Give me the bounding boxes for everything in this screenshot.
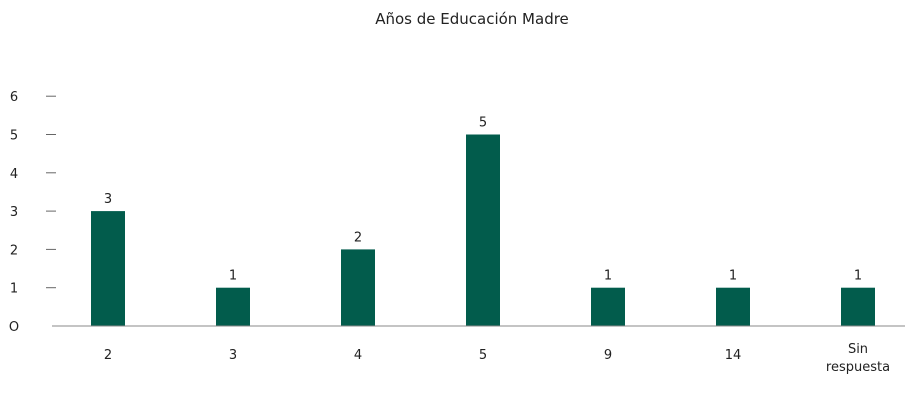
data-label: 1 (604, 269, 612, 284)
data-label: 5 (479, 116, 487, 131)
data-label: 1 (229, 269, 237, 284)
x-tick-label: 3 (229, 348, 237, 363)
x-tick-label: 5 (479, 348, 487, 363)
y-tick-label: 5 (10, 129, 18, 144)
chart-title: Años de Educación Madre (375, 10, 569, 28)
x-tick-label: 9 (604, 348, 612, 363)
x-tick-label: 2 (104, 348, 112, 363)
bar (91, 211, 125, 326)
bar (841, 287, 875, 326)
data-label: 1 (854, 269, 862, 284)
bars-group (91, 134, 875, 326)
data-label: 1 (729, 269, 737, 284)
y-tick-label: O (9, 320, 19, 335)
bar (466, 134, 500, 326)
bar (216, 287, 250, 326)
x-axis: 2 3 4 5 9 14 Sin respuesta (52, 325, 905, 375)
x-tick-label: 4 (354, 348, 362, 363)
data-label: 2 (354, 230, 362, 245)
data-label: 3 (104, 192, 112, 207)
bar (341, 249, 375, 326)
y-tick-label: 4 (10, 167, 18, 182)
y-tick-label: 3 (10, 205, 18, 220)
data-labels-group: 3 1 2 5 1 1 1 (104, 116, 862, 284)
y-tick-label: 6 (10, 90, 18, 105)
bar (591, 287, 625, 326)
x-tick-label: Sin respuesta (826, 342, 890, 375)
y-tick-label: 2 (10, 243, 18, 258)
bar (716, 287, 750, 326)
y-tick-label: 1 (10, 282, 18, 297)
x-tick-label: 14 (725, 348, 742, 363)
y-axis: O 1 2 3 4 5 6 (9, 90, 56, 335)
